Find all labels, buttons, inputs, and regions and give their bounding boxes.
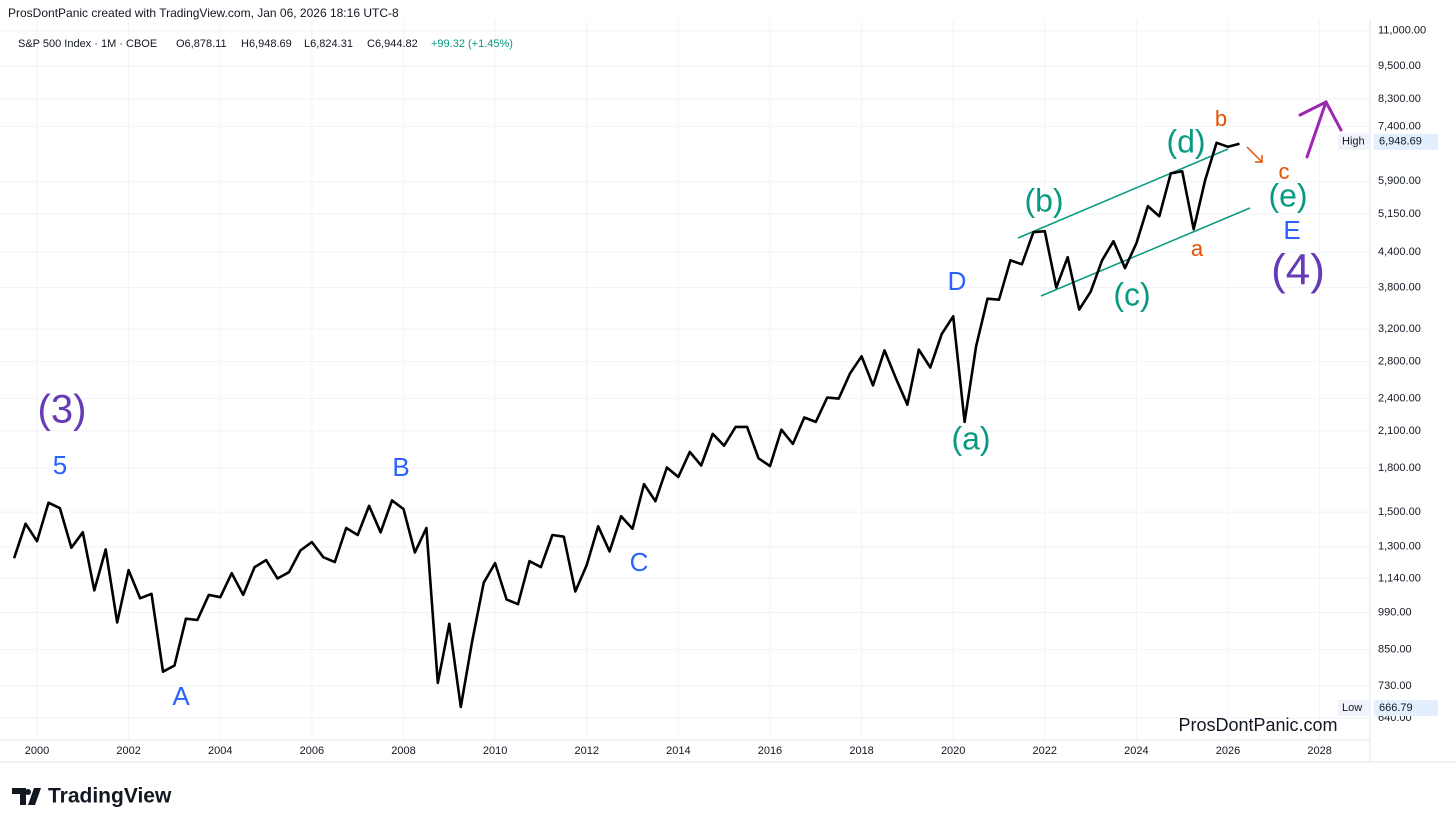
x-tick-label: 2018: [849, 745, 873, 757]
header: ProsDontPanic created with TradingView.c…: [8, 6, 399, 20]
wave-label: c: [1279, 159, 1290, 184]
wave-label: E: [1283, 215, 1300, 245]
grid: [0, 20, 1370, 740]
legend: S&P 500 Index · 1M · CBOE O6,878.11 H6,9…: [18, 38, 513, 50]
wave-label: C: [630, 547, 649, 577]
wave-label: b: [1215, 106, 1227, 131]
wave-label: (d): [1166, 123, 1205, 159]
x-tick-label: 2024: [1124, 745, 1148, 757]
x-tick-label: 2006: [300, 745, 324, 757]
y-tick-label: 1,800.00: [1378, 462, 1421, 474]
y-tick-label: 990.00: [1378, 606, 1412, 618]
legend-change: +99.32 (+1.45%): [431, 38, 513, 50]
purple-arrow: [1298, 100, 1343, 159]
legend-symbol: S&P 500 Index · 1M · CBOE: [18, 38, 157, 50]
wave-label: (c): [1113, 276, 1150, 312]
wave-label: (4): [1271, 246, 1325, 295]
price-line: [12, 141, 1240, 709]
y-tick-label: 1,300.00: [1378, 541, 1421, 553]
x-tick-label: 2000: [25, 745, 49, 757]
wave-label: a: [1191, 236, 1204, 261]
channel-lower: [1040, 207, 1251, 297]
high-value-box: [1374, 133, 1438, 150]
plot: [12, 141, 1240, 709]
x-tick-label: 2010: [483, 745, 507, 757]
legend-close: C6,944.82: [367, 38, 418, 50]
y-tick-label: 3,200.00: [1378, 323, 1421, 335]
high-label: High: [1342, 136, 1365, 148]
brand: TradingView: [48, 785, 172, 808]
y-tick-label: 2,100.00: [1378, 425, 1421, 437]
wave-label: B: [392, 452, 409, 482]
wave-label: (a): [951, 420, 990, 456]
x-tick-label: 2020: [941, 745, 965, 757]
wave-label: (e): [1268, 177, 1307, 213]
x-tick-label: 2002: [116, 745, 140, 757]
low-value-box: [1374, 700, 1438, 717]
brand-logo: [12, 788, 41, 805]
y-tick-label: 1,500.00: [1378, 506, 1421, 518]
y-tick-label: 730.00: [1378, 680, 1412, 692]
high-label-box: [1338, 133, 1370, 150]
wave-label: (3): [38, 388, 87, 432]
x-tick-label: 2012: [574, 745, 598, 757]
x-tick-label: 2028: [1307, 745, 1331, 757]
channel-upper: [1017, 148, 1229, 239]
legend-high: H6,948.69: [241, 38, 292, 50]
y-tick-label: 2,800.00: [1378, 355, 1421, 367]
y-tick-label: 1,140.00: [1378, 572, 1421, 584]
x-tick-label: 2008: [391, 745, 415, 757]
orange-arrow: [1246, 146, 1263, 163]
legend-open: O6,878.11: [176, 38, 227, 50]
y-tick-label: 5,150.00: [1378, 208, 1421, 220]
y-tick-label: 8,300.00: [1378, 93, 1421, 105]
y-tick-label: 3,800.00: [1378, 282, 1421, 294]
x-tick-label: 2026: [1216, 745, 1240, 757]
y-tick-label: 7,400.00: [1378, 121, 1421, 133]
legend-low: L6,824.31: [304, 38, 353, 50]
x-tick-label: 2022: [1033, 745, 1057, 757]
low-value: 666.79: [1379, 702, 1413, 714]
wave-label: 5: [53, 450, 67, 480]
x-tick-label: 2014: [666, 745, 690, 757]
y-tick-label: 4,400.00: [1378, 246, 1421, 258]
wave-label: D: [948, 266, 967, 296]
y-tick-label: 9,500.00: [1378, 60, 1421, 72]
wave-label: (b): [1024, 182, 1063, 218]
y-tick-label: 11,000.00: [1378, 25, 1426, 37]
wave-label: A: [172, 681, 190, 711]
high-value: 6,948.69: [1379, 136, 1422, 148]
low-label: Low: [1342, 702, 1362, 714]
y-tick-label: 2,400.00: [1378, 393, 1421, 405]
y-tick-label: 850.00: [1378, 643, 1412, 655]
x-tick-label: 2004: [208, 745, 232, 757]
x-tick-label: 2016: [758, 745, 782, 757]
y-tick-label: 5,900.00: [1378, 175, 1421, 187]
low-label-box: [1338, 700, 1370, 717]
watermark: ProsDontPanic.com: [1178, 715, 1337, 735]
